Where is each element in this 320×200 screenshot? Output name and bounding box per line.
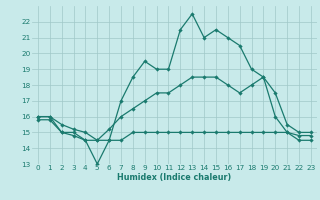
X-axis label: Humidex (Indice chaleur): Humidex (Indice chaleur)	[117, 173, 232, 182]
